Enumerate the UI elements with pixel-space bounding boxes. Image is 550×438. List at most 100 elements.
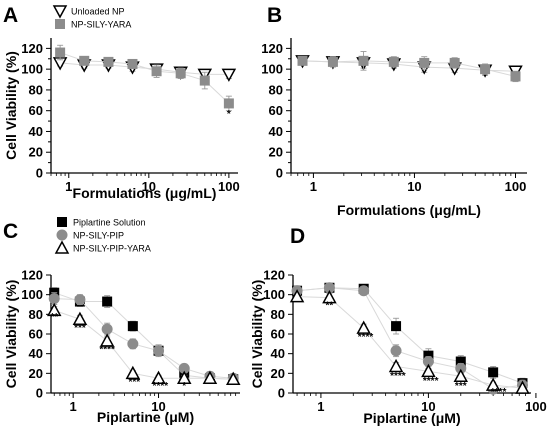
y-tick-label: 120: [21, 41, 43, 56]
data-point: [327, 56, 338, 67]
significance-label: *: [182, 381, 186, 392]
significance-label: ***: [128, 377, 140, 388]
legend-label: Piplartine Solution: [73, 218, 146, 228]
data-point: [388, 358, 404, 373]
legend-marker: [57, 217, 67, 227]
data-point: [48, 293, 60, 305]
data-point: [510, 71, 521, 82]
data-point: [151, 66, 162, 77]
significance-label: ****: [358, 332, 374, 343]
legend-label: NP-SILY-PIP-YARA: [73, 244, 151, 254]
legend-marker: [52, 5, 68, 19]
y-tick-label: 60: [29, 103, 43, 118]
data-point: [55, 47, 66, 58]
y-tick-label: 0: [278, 386, 285, 401]
significance-label: ***: [74, 323, 86, 334]
panel-letter: A: [3, 4, 18, 27]
x-tick-label: 10: [151, 399, 165, 414]
legend: Unloaded NP NP-SILY-YARA: [52, 5, 131, 30]
data-point: [453, 368, 469, 383]
data-point: [199, 75, 210, 86]
significance-label: *: [227, 109, 231, 120]
data-point: [99, 333, 115, 347]
y-tick-label: 80: [269, 82, 283, 97]
data-point: [323, 282, 335, 294]
y-tick-label: 120: [21, 268, 43, 283]
data-point: [151, 370, 166, 384]
data-point: [391, 321, 402, 332]
y-tick-label: 20: [29, 145, 43, 160]
series-line: [302, 60, 516, 77]
data-point: [79, 55, 90, 66]
legend-marker: [54, 240, 70, 254]
x-tick-label: 1: [70, 399, 77, 414]
data-point: [289, 289, 305, 303]
data-point: [127, 338, 139, 350]
panel-letter: B: [267, 4, 282, 27]
data-point: [455, 362, 467, 374]
y-tick-label: 80: [29, 307, 43, 322]
series-line: [54, 298, 234, 379]
y-axis-label: Cell Viability (%): [3, 280, 19, 389]
data-point: [358, 55, 369, 66]
y-tick-label: 40: [29, 124, 43, 139]
x-axis-label: Piplartine (μM): [363, 410, 460, 426]
data-point: [297, 55, 308, 66]
data-point: [102, 296, 113, 307]
data-point: [178, 362, 190, 374]
y-tick-label: 0: [276, 166, 283, 181]
y-tick-label: 0: [36, 386, 43, 401]
significance-label: **: [50, 312, 58, 323]
panel-letter: C: [3, 220, 18, 243]
data-point: [101, 323, 113, 335]
data-point: [388, 56, 399, 67]
significance-label: ****: [99, 345, 115, 356]
y-tick-label: 100: [21, 62, 43, 77]
x-tick-label: 100: [505, 179, 527, 194]
x-tick-label: 100: [525, 399, 547, 414]
data-point: [74, 294, 86, 306]
series-2: [297, 51, 521, 83]
data-point: [202, 370, 218, 384]
x-tick-label: 10: [421, 399, 435, 414]
data-point: [480, 64, 491, 75]
data-point: [153, 345, 165, 357]
data-point: [421, 363, 436, 378]
y-tick-label: 100: [21, 287, 43, 302]
y-tick-label: 0: [36, 166, 43, 181]
data-point: [322, 290, 337, 304]
y-axis-label: Cell Viability (%): [249, 280, 265, 389]
legend-label: Unloaded NP: [71, 7, 125, 17]
legend-marker: [56, 229, 68, 241]
y-tick-label: 80: [29, 82, 43, 97]
data-point: [390, 345, 402, 357]
data-point: [419, 57, 430, 68]
series-line: [297, 287, 523, 390]
y-tick-label: 40: [29, 346, 43, 361]
y-tick-label: 100: [263, 287, 285, 302]
series-3: [289, 289, 530, 394]
y-tick-label: 120: [261, 41, 283, 56]
x-tick-label: 1: [65, 179, 72, 194]
y-tick-label: 60: [29, 327, 43, 342]
x-tick-label: 1: [310, 179, 317, 194]
data-point: [515, 380, 530, 394]
data-point: [223, 98, 234, 109]
y-tick-label: 40: [269, 124, 283, 139]
series-2: [55, 44, 234, 112]
y-tick-label: 120: [263, 268, 285, 283]
data-point: [449, 57, 460, 68]
data-point: [485, 377, 501, 391]
y-axis-label: Cell Viability (%): [3, 51, 19, 160]
x-tick-label: 100: [218, 179, 240, 194]
legend-label: NP-SILY-YARA: [71, 20, 131, 30]
series-3: [46, 302, 241, 385]
data-point: [221, 68, 237, 82]
panel-letter: D: [290, 225, 305, 248]
significance-label: ***: [455, 381, 467, 392]
y-tick-label: 20: [269, 145, 283, 160]
y-tick-label: 20: [29, 366, 43, 381]
